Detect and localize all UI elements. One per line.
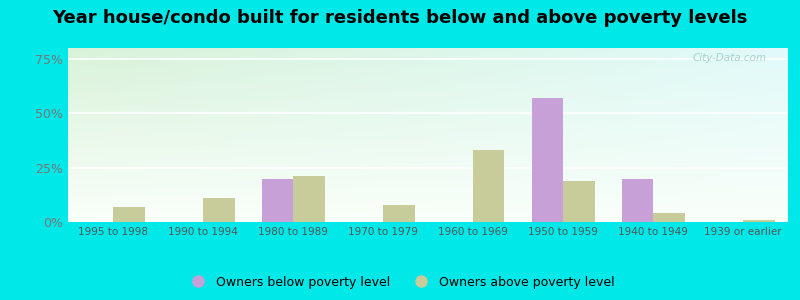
- Bar: [293, 176, 325, 222]
- Legend: Owners below poverty level, Owners above poverty level: Owners below poverty level, Owners above…: [181, 271, 619, 294]
- Bar: [622, 178, 653, 222]
- Bar: [653, 213, 685, 222]
- Bar: [563, 181, 594, 222]
- Text: Year house/condo built for residents below and above poverty levels: Year house/condo built for residents bel…: [52, 9, 748, 27]
- Bar: [203, 198, 234, 222]
- Bar: [743, 220, 774, 222]
- Bar: [531, 98, 563, 222]
- Text: City-Data.com: City-Data.com: [692, 53, 766, 63]
- Bar: [473, 150, 505, 222]
- Bar: [262, 178, 293, 222]
- Bar: [383, 205, 414, 222]
- Bar: [113, 207, 145, 222]
